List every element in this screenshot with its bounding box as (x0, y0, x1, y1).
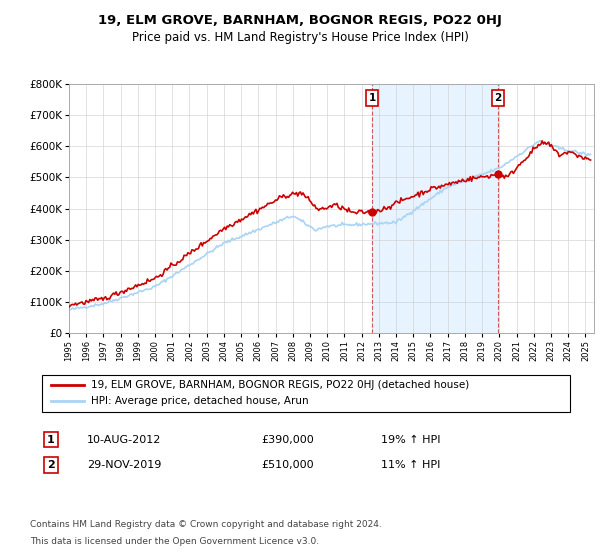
Text: 29-NOV-2019: 29-NOV-2019 (87, 460, 161, 470)
Text: 2: 2 (494, 93, 502, 103)
Text: 1: 1 (368, 93, 376, 103)
Text: 10-AUG-2012: 10-AUG-2012 (87, 435, 161, 445)
Text: 2: 2 (47, 460, 55, 470)
Text: 19, ELM GROVE, BARNHAM, BOGNOR REGIS, PO22 0HJ (detached house): 19, ELM GROVE, BARNHAM, BOGNOR REGIS, PO… (91, 380, 469, 390)
Text: Contains HM Land Registry data © Crown copyright and database right 2024.: Contains HM Land Registry data © Crown c… (30, 520, 382, 529)
Bar (372, 84, 498, 333)
Text: 1: 1 (47, 435, 55, 445)
Text: £390,000: £390,000 (261, 435, 314, 445)
Text: 11% ↑ HPI: 11% ↑ HPI (381, 460, 440, 470)
Text: Price paid vs. HM Land Registry's House Price Index (HPI): Price paid vs. HM Land Registry's House … (131, 31, 469, 44)
Text: HPI: Average price, detached house, Arun: HPI: Average price, detached house, Arun (91, 396, 309, 407)
Text: 19% ↑ HPI: 19% ↑ HPI (381, 435, 440, 445)
Text: £510,000: £510,000 (261, 460, 314, 470)
Text: 19, ELM GROVE, BARNHAM, BOGNOR REGIS, PO22 0HJ: 19, ELM GROVE, BARNHAM, BOGNOR REGIS, PO… (98, 14, 502, 27)
Text: This data is licensed under the Open Government Licence v3.0.: This data is licensed under the Open Gov… (30, 537, 319, 546)
